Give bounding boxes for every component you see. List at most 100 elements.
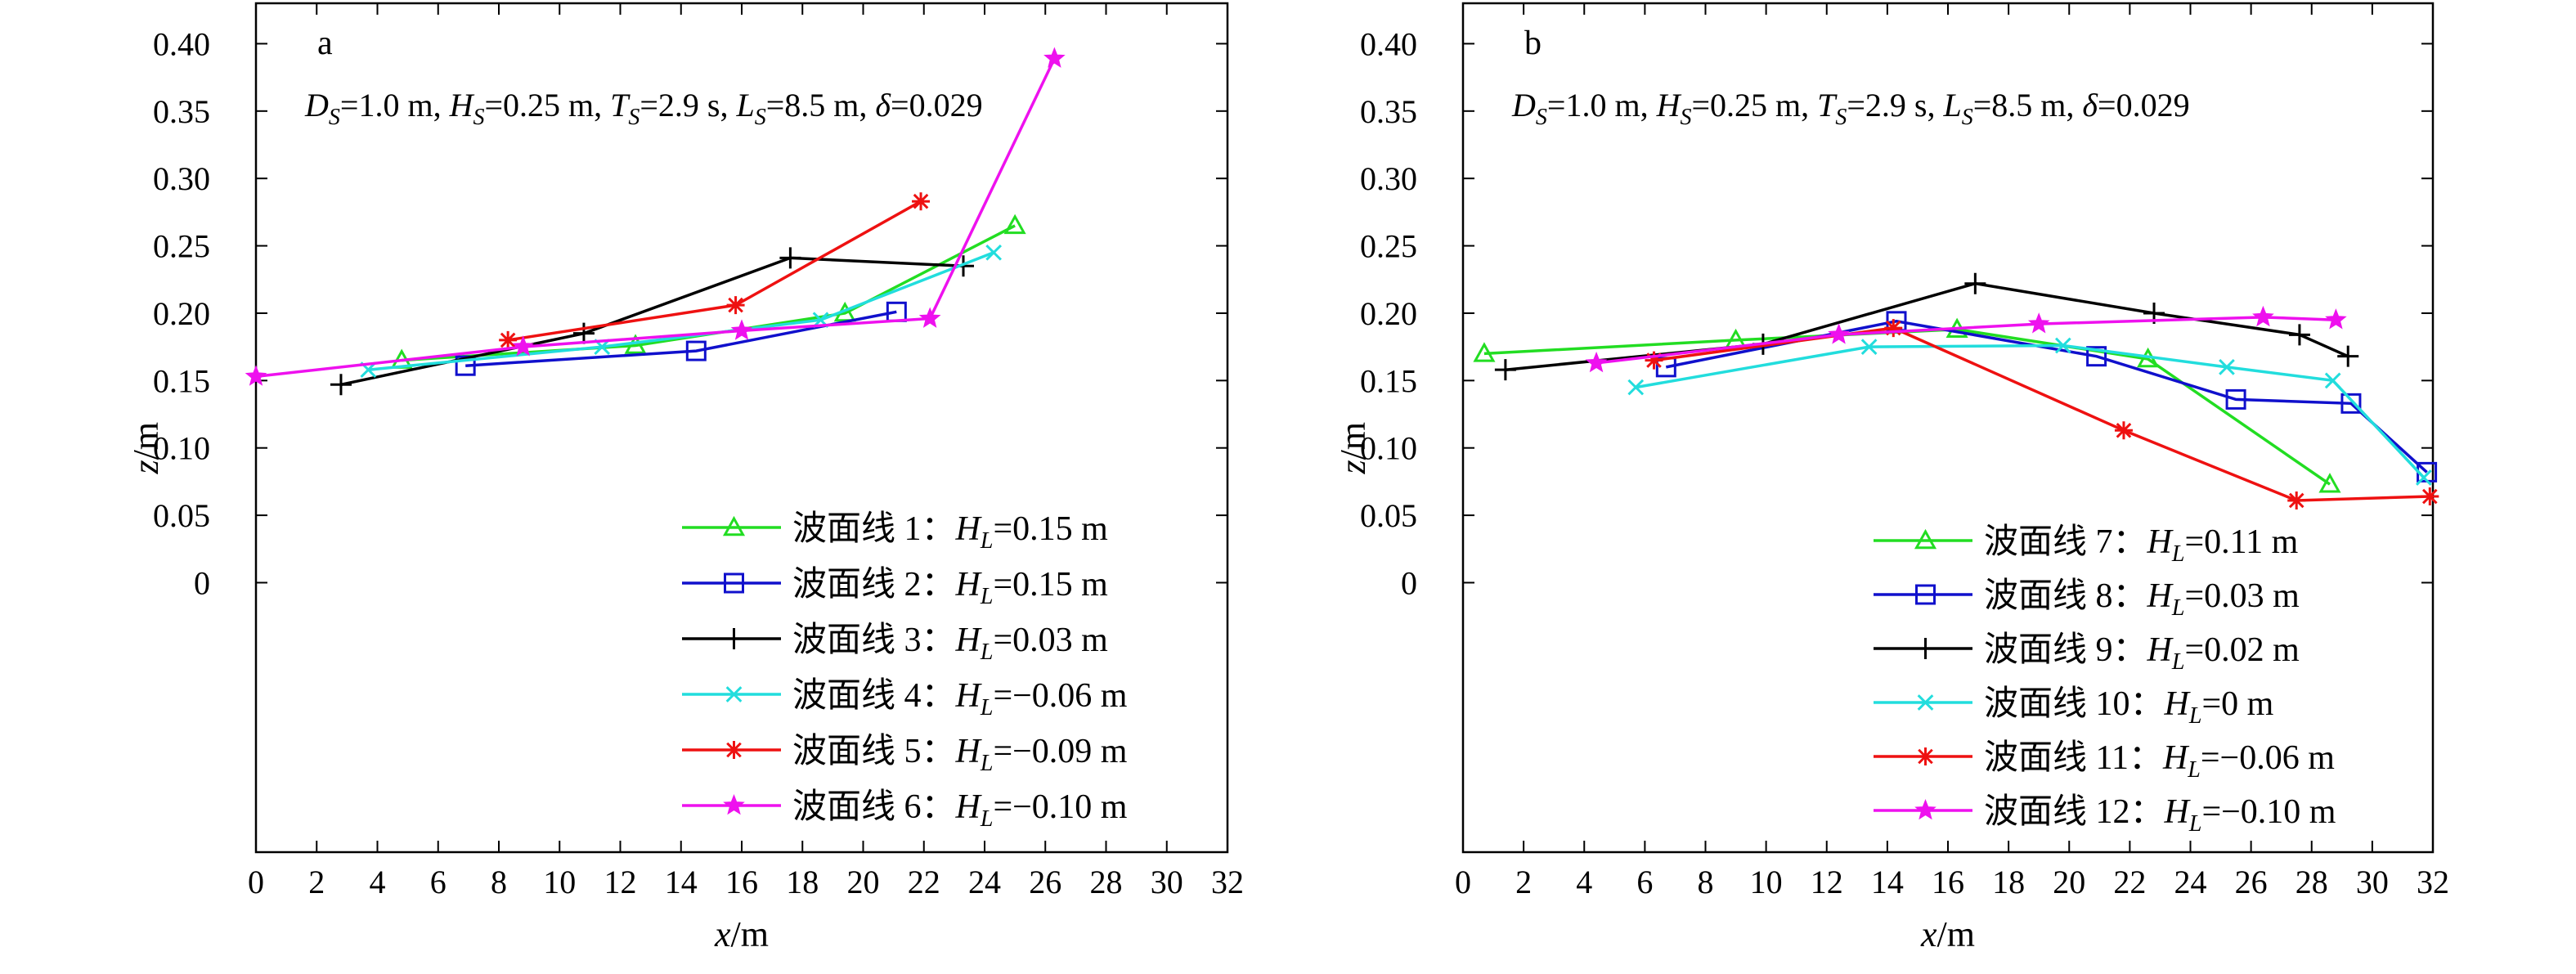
marker-x xyxy=(985,244,1003,261)
marker-star xyxy=(512,335,535,357)
x-tick-label: 4 xyxy=(370,864,386,900)
marker-star xyxy=(245,365,267,386)
x-tick-label: 2 xyxy=(308,864,325,900)
legend-entry: 波面线 9：HL=0.02 m xyxy=(1874,631,2300,675)
marker-star xyxy=(2027,312,2050,334)
x-tick-label: 24 xyxy=(968,864,1001,900)
legend-label: 波面线 8：HL=0.03 m xyxy=(1984,577,2300,621)
panel-letter: a xyxy=(317,25,333,62)
panel-letter: b xyxy=(1524,25,1542,62)
marker-x xyxy=(2219,358,2235,375)
legend-label: 波面线 9：HL=0.02 m xyxy=(1984,631,2300,675)
y-tick-label: 0.35 xyxy=(153,93,210,130)
series-line xyxy=(402,224,1016,362)
x-tick-label: 18 xyxy=(786,864,819,900)
x-tick-label: 10 xyxy=(543,864,576,900)
marker-square xyxy=(1915,584,1936,605)
legend-entry: 波面线 8：HL=0.03 m xyxy=(1874,577,2300,621)
x-tick-label: 12 xyxy=(604,864,637,900)
x-tick-label: 22 xyxy=(2113,864,2146,900)
legend-entry: 波面线 10：HL=0 m xyxy=(1874,685,2274,729)
x-tick-label: 8 xyxy=(491,864,507,900)
marker-plus xyxy=(2288,324,2310,346)
y-tick-label: 0.15 xyxy=(1360,362,1417,399)
marker-asterisk xyxy=(2421,487,2439,506)
legend-entry: 波面线 7：HL=0.11 m xyxy=(1874,523,2299,567)
marker-star xyxy=(723,794,745,815)
x-tick-label: 2 xyxy=(1515,864,1532,900)
y-tick-label: 0.25 xyxy=(1360,228,1417,265)
x-tick-label: 32 xyxy=(1211,864,1244,900)
legend-entry: 波面线 4：HL=−0.06 m xyxy=(682,677,1128,720)
legend-label: 波面线 11：HL=−0.06 m xyxy=(1984,739,2335,783)
x-tick-label: 32 xyxy=(2417,864,2449,900)
legend-label: 波面线 5：HL=−0.09 m xyxy=(792,733,1128,776)
marker-star xyxy=(1914,799,1936,820)
legend-entry: 波面线 2：HL=0.15 m xyxy=(682,566,1108,609)
x-tick-label: 12 xyxy=(1811,864,1843,900)
y-tick-label: 0.10 xyxy=(153,430,210,467)
y-tick-label: 0.25 xyxy=(153,228,210,265)
marker-x xyxy=(2416,469,2432,486)
marker-asterisk xyxy=(1916,747,1935,765)
marker-square xyxy=(724,572,744,594)
legend-label: 波面线 7：HL=0.11 m xyxy=(1984,523,2299,567)
params-annotation: DS=1.0 m, HS=0.25 m, TS=2.9 s, LS=8.5 m,… xyxy=(1511,87,2190,130)
series-6 xyxy=(1585,305,2347,373)
series-line xyxy=(1636,343,2426,479)
marker-star xyxy=(1828,323,1850,344)
params-annotation: DS=1.0 m, HS=0.25 m, TS=2.9 s, LS=8.5 m,… xyxy=(304,87,983,130)
x-axis-label: x/m xyxy=(1920,914,1975,954)
plot-frame xyxy=(1461,2,2435,854)
legend-label: 波面线 12：HL=−0.10 m xyxy=(1984,793,2336,837)
x-tick-label: 30 xyxy=(1151,864,1183,900)
marker-asterisk xyxy=(2114,421,2133,440)
marker-asterisk xyxy=(1884,319,1903,338)
y-tick-label: 0.15 xyxy=(153,362,210,399)
marker-star xyxy=(1043,47,1066,68)
marker-triangle xyxy=(2318,473,2341,493)
x-tick-label: 14 xyxy=(665,864,698,900)
marker-star xyxy=(2325,308,2347,330)
x-tick-label: 30 xyxy=(2356,864,2389,900)
marker-asterisk xyxy=(725,741,743,759)
y-tick-label: 0.05 xyxy=(1360,497,1417,534)
marker-plus xyxy=(1914,638,1936,659)
x-tick-label: 20 xyxy=(2053,864,2085,900)
marker-x xyxy=(725,686,743,702)
series-5 xyxy=(499,192,931,349)
marker-plus xyxy=(1964,272,1986,294)
marker-plus xyxy=(723,628,745,649)
series-line xyxy=(340,256,964,387)
x-tick-label: 4 xyxy=(1576,864,1592,900)
marker-x xyxy=(2054,337,2071,354)
marker-star xyxy=(918,307,941,328)
plot-frame xyxy=(254,2,1229,854)
marker-plus xyxy=(572,322,595,344)
series-6 xyxy=(245,47,1066,386)
marker-square xyxy=(455,355,476,376)
legend-entry: 波面线 12：HL=−0.10 m xyxy=(1874,793,2336,837)
marker-triangle xyxy=(1914,528,1937,550)
marker-asterisk xyxy=(1645,351,1663,370)
y-axis-label: z/m xyxy=(126,422,166,475)
marker-plus xyxy=(1494,359,1516,381)
marker-asterisk xyxy=(499,330,518,349)
chart-panel-a: 0 2 4 6 8 10 12 14 16 18 20 22 24 26 28 30 3200.050.100.… xyxy=(126,2,1244,954)
y-tick-label: 0.40 xyxy=(1360,25,1417,62)
marker-star xyxy=(1585,351,1608,373)
x-tick-label: 22 xyxy=(908,864,940,900)
x-tick-label: 24 xyxy=(2174,864,2207,900)
y-tick-label: 0.30 xyxy=(153,160,210,197)
x-axis-label: x/m xyxy=(714,914,769,954)
legend-entry: 波面线 1：HL=0.15 m xyxy=(682,510,1108,554)
x-tick-label: 26 xyxy=(1029,864,1061,900)
marker-asterisk xyxy=(726,296,745,315)
marker-triangle xyxy=(722,515,746,536)
legend-entry: 波面线 3：HL=0.03 m xyxy=(682,622,1108,665)
series-4 xyxy=(1627,337,2432,486)
marker-asterisk xyxy=(2287,491,2306,509)
marker-plus xyxy=(779,247,801,269)
legend-label: 波面线 4：HL=−0.06 m xyxy=(792,677,1128,720)
